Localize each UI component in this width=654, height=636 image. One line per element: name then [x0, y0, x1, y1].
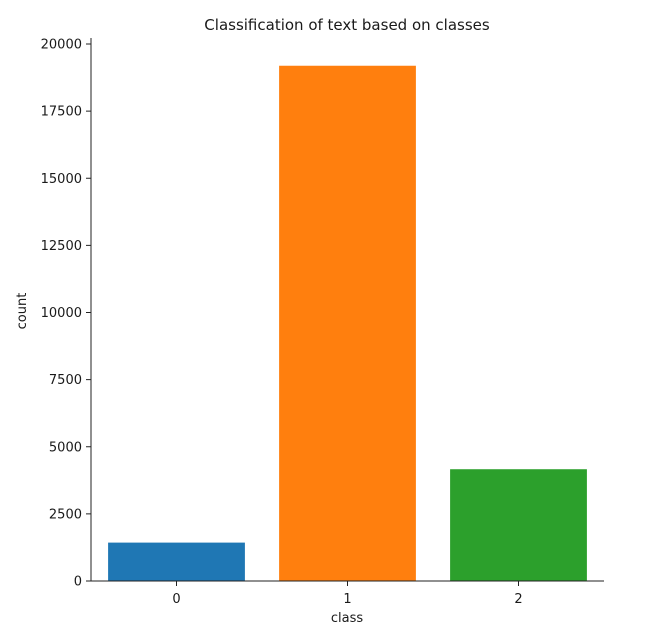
y-tick-label: 17500 — [41, 105, 82, 120]
x-tick-label: 2 — [514, 592, 522, 607]
bar-class-2 — [450, 469, 587, 581]
y-tick-label: 7500 — [49, 373, 82, 388]
y-tick-label: 12500 — [41, 239, 82, 254]
bars-group — [108, 65, 587, 582]
x-tick-label: 0 — [172, 592, 180, 607]
y-tick-label: 5000 — [49, 440, 82, 455]
y-tick-label: 10000 — [41, 306, 82, 321]
chart-title: Classification of text based on classes — [204, 16, 490, 34]
y-axis-label: count — [15, 293, 30, 330]
bar-class-1 — [279, 65, 416, 582]
y-tick-label: 15000 — [41, 172, 82, 187]
bar-class-0 — [108, 542, 245, 581]
x-axis-label: class — [331, 611, 363, 626]
x-axis: 0 1 2 — [91, 580, 604, 607]
y-tick-label: 2500 — [49, 507, 82, 522]
x-tick-label: 1 — [343, 592, 351, 607]
y-tick-label: 0 — [74, 575, 82, 590]
y-axis: 0 2500 5000 7500 10000 12500 15000 17500 20000 — [41, 38, 92, 590]
y-tick-label: 20000 — [41, 38, 82, 53]
